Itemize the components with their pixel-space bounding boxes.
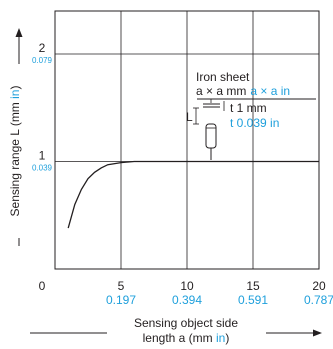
x-tick-label: 20	[312, 279, 326, 293]
origin-label: 0	[39, 279, 46, 293]
x-tick-labels-in: 0.197 0.394 0.591 0.787	[106, 293, 333, 307]
annotation-size-mm: a × a mm	[196, 84, 246, 98]
annotation-size: a × a mm a × a in	[196, 84, 290, 98]
y-axis-arrow	[15, 28, 23, 246]
x-axis-label-unit-inch: in	[216, 331, 225, 345]
x-tick-label-inch: 0.197	[106, 293, 136, 307]
y-tick-labels: 1 0.039 2 0.079	[32, 41, 53, 173]
distance-label-L: L	[186, 110, 193, 124]
annotation-thickness-mm: t 1 mm	[230, 101, 267, 115]
x-axis-arrow	[30, 329, 322, 337]
y-axis-label: Sensing range L (mm in)	[8, 86, 22, 217]
x-tick-label: 15	[246, 279, 260, 293]
x-tick-label-inch: 0.787	[304, 293, 333, 307]
annotation-thickness-inch: t 0.039 in	[230, 116, 279, 130]
y-tick-label: 2	[39, 41, 46, 55]
grid-lines	[55, 11, 319, 269]
x-axis-label-line1: Sensing object side	[134, 316, 238, 330]
y-tick-label: 1	[39, 149, 46, 163]
x-tick-label: 10	[180, 279, 194, 293]
annotation-title: Iron sheet	[196, 70, 250, 84]
y-axis-label-unit-inch: in	[8, 90, 22, 99]
x-tick-label-inch: 0.394	[172, 293, 202, 307]
y-axis-label-prefix: Sensing range L (mm	[8, 99, 22, 217]
y-tick-label-inch: 0.039	[32, 164, 53, 173]
x-tick-labels-mm: 5 10 15 20	[118, 279, 326, 293]
x-axis-label-line2: length a (mm in)	[143, 331, 230, 345]
x-tick-label: 5	[118, 279, 125, 293]
x-tick-label-inch: 0.591	[238, 293, 268, 307]
sensing-curve	[67, 160, 319, 229]
annotation-size-inch: a × a in	[250, 84, 290, 98]
x-axis-label-prefix: length a (mm	[143, 331, 216, 345]
x-axis-label-suffix: )	[225, 331, 229, 345]
iron-sheet-annotation: Iron sheet a × a mm a × a in t 1 mm t 0.0…	[186, 70, 316, 160]
y-axis-label-suffix: )	[8, 86, 22, 90]
y-tick-label-inch: 0.079	[32, 56, 53, 65]
